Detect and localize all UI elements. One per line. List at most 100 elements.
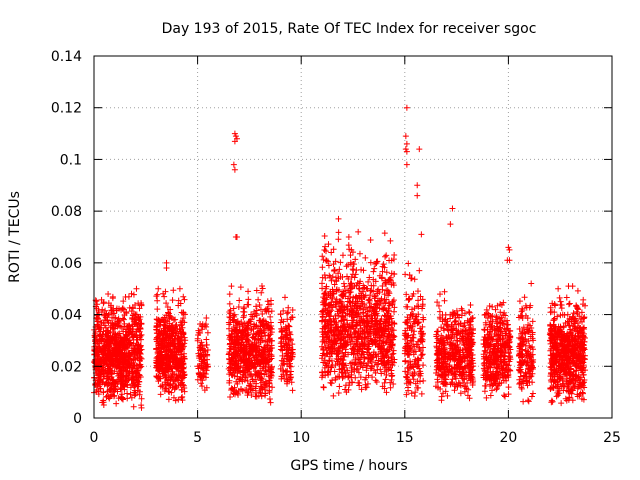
data-point [410, 341, 417, 348]
data-point [249, 352, 256, 359]
data-point [169, 315, 176, 322]
data-point [154, 297, 161, 304]
data-point [380, 352, 387, 359]
data-point [131, 347, 138, 354]
data-point [328, 357, 335, 364]
data-point [233, 388, 240, 395]
data-point [278, 343, 285, 350]
data-point [362, 384, 369, 391]
data-point [390, 380, 397, 387]
data-point [353, 365, 360, 372]
data-point [165, 396, 172, 403]
data-point [167, 372, 174, 379]
data-point [255, 296, 262, 303]
data-point [382, 364, 389, 371]
data-point [403, 291, 410, 298]
data-point [134, 362, 141, 369]
data-point [96, 345, 103, 352]
data-point [254, 371, 261, 378]
data-point [281, 375, 288, 382]
data-point [199, 377, 206, 384]
data-point [178, 386, 185, 393]
data-point [133, 328, 140, 335]
data-point [329, 304, 336, 311]
data-point [341, 353, 348, 360]
data-point [404, 374, 411, 381]
data-point [278, 334, 285, 341]
data-point [122, 367, 129, 374]
data-point [137, 333, 144, 340]
data-point [378, 355, 385, 362]
data-point [376, 321, 383, 328]
data-point [252, 310, 259, 317]
data-point [260, 327, 267, 334]
data-point [318, 374, 325, 381]
data-point [266, 389, 273, 396]
data-point [197, 320, 204, 327]
data-point [327, 328, 334, 335]
data-point [116, 376, 123, 383]
data-point [335, 353, 342, 360]
data-point [325, 262, 332, 269]
data-point [259, 322, 266, 329]
data-point [284, 346, 291, 353]
data-point [378, 325, 385, 332]
data-point [164, 318, 171, 325]
data-point [240, 305, 247, 312]
data-point [366, 352, 373, 359]
data-point [179, 330, 186, 337]
data-point [227, 310, 234, 317]
data-point [388, 355, 395, 362]
data-point [175, 344, 182, 351]
data-point [388, 376, 395, 383]
data-point [355, 369, 362, 376]
data-point [341, 283, 348, 290]
data-point [359, 335, 366, 342]
data-point [103, 310, 110, 317]
data-point [279, 347, 286, 354]
data-point [202, 348, 209, 355]
data-point [319, 253, 326, 260]
data-point [262, 367, 269, 374]
data-point [166, 388, 173, 395]
data-point [365, 278, 372, 285]
data-point [236, 297, 243, 304]
data-point [120, 298, 127, 305]
data-point [381, 327, 388, 334]
data-point [123, 332, 130, 339]
data-point [233, 378, 240, 385]
data-point [268, 372, 275, 379]
data-point [339, 307, 346, 314]
data-point [380, 261, 387, 268]
data-point [229, 328, 236, 335]
data-point [170, 394, 177, 401]
data-point [404, 325, 411, 332]
data-point [232, 326, 239, 333]
data-point [288, 368, 295, 375]
data-point [325, 363, 332, 370]
data-point [181, 388, 188, 395]
data-point [331, 281, 338, 288]
data-point [132, 390, 139, 397]
data-point [135, 313, 142, 320]
data-point [117, 369, 124, 376]
data-point [279, 352, 286, 359]
data-point [370, 268, 377, 275]
data-point [203, 384, 210, 391]
data-point [258, 393, 265, 400]
data-point [124, 390, 131, 397]
data-point [135, 300, 142, 307]
data-point [289, 387, 296, 394]
data-point [235, 303, 242, 310]
data-point [238, 346, 245, 353]
data-point [287, 350, 294, 357]
data-point [153, 373, 160, 380]
data-point [381, 385, 388, 392]
data-point [101, 340, 108, 347]
data-point [250, 333, 257, 340]
data-point [402, 271, 409, 278]
data-point [386, 299, 393, 306]
data-point [245, 349, 252, 356]
data-point [181, 334, 188, 341]
